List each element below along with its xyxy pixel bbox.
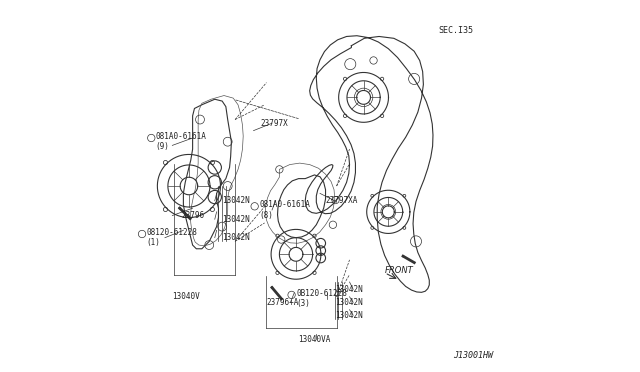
Text: 08120-61228
(1): 08120-61228 (1) <box>147 228 197 247</box>
Text: 13040V: 13040V <box>172 292 200 301</box>
Text: 23796+A: 23796+A <box>266 298 299 307</box>
Text: 23797XA: 23797XA <box>326 196 358 205</box>
Text: 13042N: 13042N <box>335 311 362 320</box>
Text: FRONT: FRONT <box>385 266 413 275</box>
Text: 13042N: 13042N <box>335 298 362 307</box>
Text: 081A0-6161A
(9): 081A0-6161A (9) <box>156 132 207 151</box>
Text: 13042N: 13042N <box>335 285 362 294</box>
Text: J13001HW: J13001HW <box>454 350 493 359</box>
Text: 13040VA: 13040VA <box>298 335 330 344</box>
Text: 23797X: 23797X <box>261 119 289 128</box>
Text: 13042N: 13042N <box>222 215 250 224</box>
Text: 0B120-61228
(3): 0B120-61228 (3) <box>296 289 347 308</box>
Text: 23796: 23796 <box>182 211 205 220</box>
Text: 13042N: 13042N <box>222 196 250 205</box>
Text: SEC.I35: SEC.I35 <box>438 26 473 35</box>
Text: 081A0-6161A
(8): 081A0-6161A (8) <box>259 200 310 220</box>
Text: 13042N: 13042N <box>222 233 250 242</box>
